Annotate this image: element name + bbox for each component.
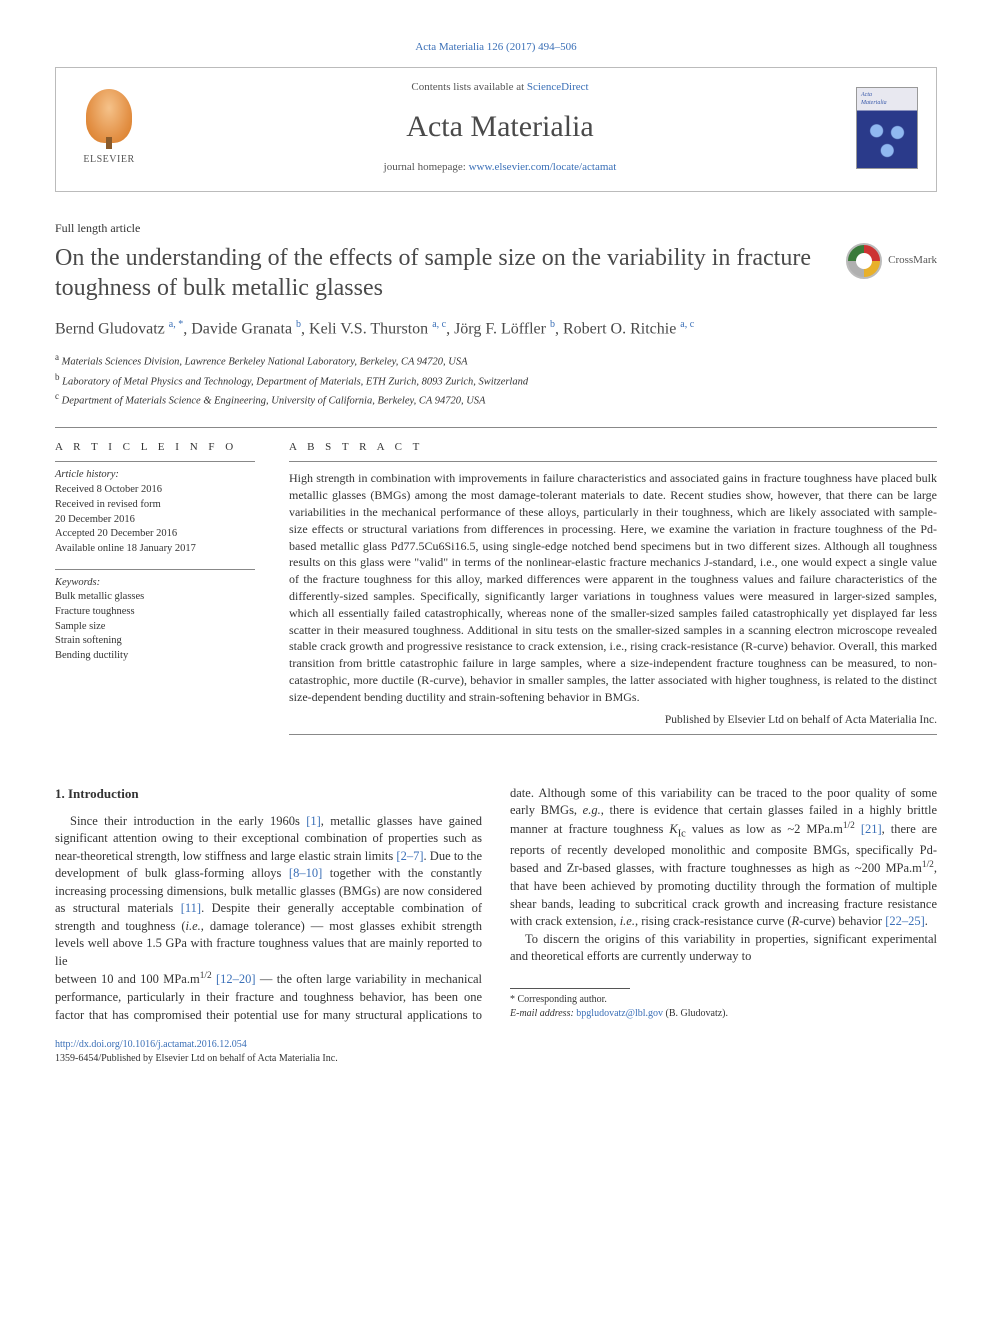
section-heading: 1. Introduction: [55, 785, 482, 803]
contents-prefix: Contents lists available at: [411, 81, 526, 93]
author-email-link[interactable]: bpgludovatz@lbl.gov: [576, 1008, 663, 1019]
abstract-column: A B S T R A C T High strength in combina…: [289, 440, 937, 735]
crossmark-widget[interactable]: CrossMark: [846, 243, 937, 279]
info-rule: [55, 461, 255, 462]
abstract-published-line: Published by Elsevier Ltd on behalf of A…: [289, 712, 937, 728]
history-label: Article history:: [55, 468, 255, 483]
corresponding-author-note: * Corresponding author.: [510, 993, 937, 1007]
contents-line: Contents lists available at ScienceDirec…: [144, 80, 856, 95]
doi-link[interactable]: http://dx.doi.org/10.1016/j.actamat.2016…: [55, 1039, 247, 1050]
abstract-heading: A B S T R A C T: [289, 440, 937, 455]
journal-name: Acta Materialia: [144, 106, 856, 148]
citation-line: Acta Materialia 126 (2017) 494–506: [55, 40, 937, 55]
article-info-heading: A R T I C L E I N F O: [55, 440, 255, 455]
footnotes: * Corresponding author. E-mail address: …: [510, 993, 937, 1021]
crossmark-label: CrossMark: [888, 253, 937, 268]
homepage-line: journal homepage: www.elsevier.com/locat…: [144, 160, 856, 175]
email-who: (B. Gludovatz).: [666, 1008, 729, 1019]
section-divider: [55, 427, 937, 428]
elsevier-tree-icon: [86, 89, 132, 143]
authors-line: Bernd Gludovatz a, *, Davide Granata b, …: [55, 317, 937, 341]
elsevier-logo: ELSEVIER: [74, 88, 144, 168]
journal-cover-thumbnail: [856, 87, 918, 169]
body-paragraph: Since their introduction in the early 19…: [55, 813, 482, 971]
elsevier-wordmark: ELSEVIER: [83, 153, 134, 167]
article-type: Full length article: [55, 220, 937, 237]
history-lines: Received 8 October 2016Received in revis…: [55, 483, 255, 556]
abstract-rule: [289, 461, 937, 462]
email-label: E-mail address:: [510, 1008, 574, 1019]
crossmark-icon: [846, 243, 882, 279]
bottom-meta: http://dx.doi.org/10.1016/j.actamat.2016…: [55, 1038, 937, 1066]
homepage-link[interactable]: www.elsevier.com/locate/actamat: [469, 161, 617, 173]
keyword-lines: Bulk metallic glassesFracture toughnessS…: [55, 590, 255, 663]
affiliations-block: a Materials Sciences Division, Lawrence …: [55, 351, 937, 409]
issn-line: 1359-6454/Published by Elsevier Ltd on b…: [55, 1053, 338, 1064]
journal-header: ELSEVIER Contents lists available at Sci…: [55, 67, 937, 192]
abstract-bottom-rule: [289, 734, 937, 735]
footnote-rule: [510, 988, 630, 989]
keywords-label: Keywords:: [55, 576, 255, 591]
body-two-column: 1. Introduction Since their introduction…: [55, 785, 937, 1024]
article-info-column: A R T I C L E I N F O Article history: R…: [55, 440, 255, 735]
email-line: E-mail address: bpgludovatz@lbl.gov (B. …: [510, 1007, 937, 1021]
info-rule: [55, 569, 255, 570]
homepage-prefix: journal homepage:: [384, 161, 469, 173]
sciencedirect-link[interactable]: ScienceDirect: [527, 81, 589, 93]
abstract-text: High strength in combination with improv…: [289, 470, 937, 705]
article-title: On the understanding of the effects of s…: [55, 243, 828, 303]
body-paragraph: To discern the origins of this variabili…: [510, 931, 937, 966]
